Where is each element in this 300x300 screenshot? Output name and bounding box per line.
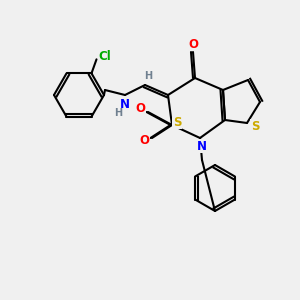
Text: H: H <box>114 108 122 118</box>
Text: S: S <box>173 116 181 128</box>
Text: S: S <box>251 119 259 133</box>
Text: O: O <box>139 134 149 148</box>
Text: H: H <box>144 71 152 81</box>
Text: Cl: Cl <box>98 50 111 63</box>
Text: N: N <box>120 98 130 112</box>
Text: O: O <box>188 38 198 50</box>
Text: N: N <box>197 140 207 152</box>
Text: O: O <box>135 103 145 116</box>
